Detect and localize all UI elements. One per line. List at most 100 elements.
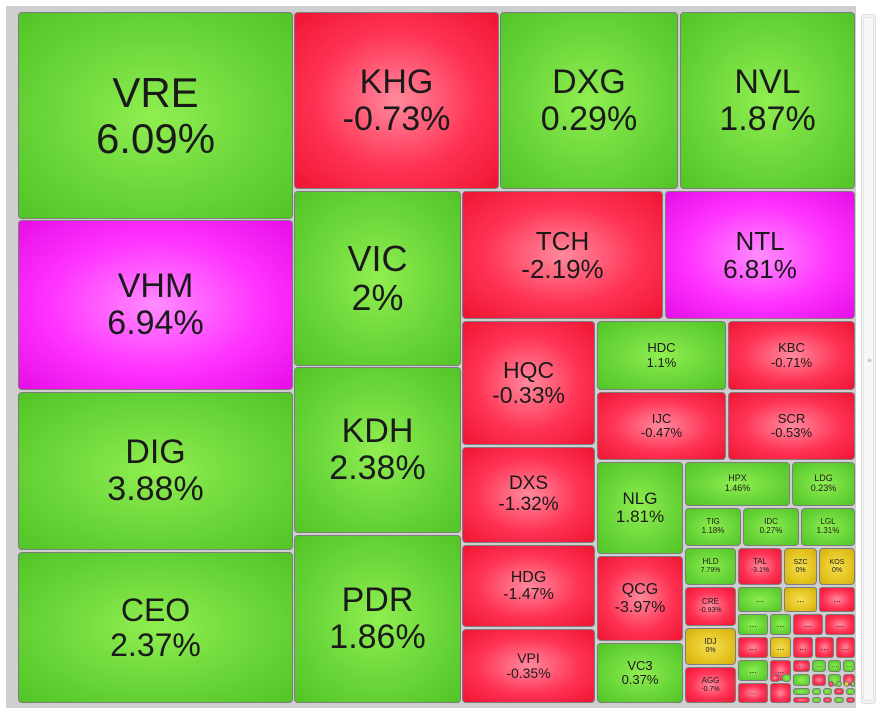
tile-small[interactable]: ... — [812, 660, 826, 672]
tile-small-label: ... — [846, 662, 852, 670]
tile-vpi[interactable]: VPI -0.35% — [462, 629, 595, 703]
tile-symbol: NVL — [734, 62, 801, 101]
tile-small[interactable] — [851, 681, 855, 687]
tile-small[interactable]: ... — [793, 614, 823, 635]
tile-small[interactable]: ... — [770, 637, 791, 658]
tile-ldg[interactable]: LDG 0.23% — [792, 462, 855, 506]
tile-change-percent: -0.53% — [770, 425, 813, 440]
tile-change-percent: -3.97% — [614, 598, 666, 616]
tile-kos[interactable]: KOS 0% — [819, 548, 855, 585]
scrollbar-thumb[interactable]: ≡ — [863, 17, 874, 701]
tile-small[interactable] — [812, 688, 821, 695]
tile-lgl[interactable]: LGL 1.31% — [801, 508, 855, 546]
tile-small[interactable]: ... — [828, 660, 841, 672]
tile-small[interactable] — [828, 681, 834, 687]
tile-small[interactable]: ... — [819, 587, 855, 612]
tile-dxg[interactable]: DXG 0.29% — [500, 12, 678, 189]
tile-vic[interactable]: VIC 2% — [294, 191, 461, 366]
tile-ntl[interactable]: NTL 6.81% — [665, 191, 855, 319]
tile-kbc[interactable]: KBC -0.71% — [728, 321, 855, 390]
tile-khg[interactable]: KHG -0.73% — [294, 12, 499, 189]
tile-small[interactable]: ... — [793, 637, 813, 658]
tile-symbol: IDC — [764, 517, 778, 527]
tile-szc[interactable]: SZC 0% — [784, 548, 817, 585]
tile-hdc[interactable]: HDC 1.1% — [597, 321, 726, 390]
tile-dig[interactable]: DIG 3.88% — [18, 392, 293, 550]
tile-small[interactable] — [834, 688, 844, 695]
tile-change-percent: -2.19% — [521, 254, 604, 284]
tile-small[interactable] — [793, 674, 810, 686]
tile-small[interactable]: ... — [738, 637, 768, 658]
tile-small-label: ... — [796, 593, 805, 604]
tile-small[interactable] — [793, 697, 810, 703]
tile-nlg[interactable]: NLG 1.81% — [597, 462, 683, 554]
tile-scr[interactable]: SCR -0.53% — [728, 392, 855, 460]
tile-small[interactable] — [782, 674, 791, 682]
grip-lines-icon: ≡ — [867, 357, 873, 364]
tile-symbol: HPX — [728, 473, 747, 484]
tile-small[interactable] — [836, 681, 842, 687]
tile-hpx[interactable]: HPX 1.46% — [685, 462, 790, 506]
tile-vre[interactable]: VRE 6.09% — [18, 12, 293, 219]
tile-small[interactable]: ... — [738, 614, 768, 635]
tile-small[interactable] — [770, 674, 780, 682]
tile-symbol: NLG — [622, 488, 658, 508]
tile-symbol: DIG — [125, 433, 186, 472]
tile-small[interactable]: ... — [784, 587, 817, 612]
tile-symbol: TAL — [752, 557, 768, 567]
tile-small[interactable] — [846, 697, 855, 703]
tile-ceo[interactable]: CEO 2.37% — [18, 552, 293, 703]
tile-dxs[interactable]: DXS -1.32% — [462, 447, 595, 543]
tile-small[interactable]: ... — [836, 637, 855, 658]
tile-small[interactable] — [812, 674, 826, 686]
tile-small[interactable]: ... — [793, 660, 810, 672]
tile-small[interactable] — [770, 683, 791, 703]
tile-tch[interactable]: TCH -2.19% — [462, 191, 663, 319]
tile-vhm[interactable]: VHM 6.94% — [18, 220, 293, 390]
tile-small[interactable] — [834, 697, 844, 703]
tile-hdg[interactable]: HDG -1.47% — [462, 545, 595, 627]
tile-nvl[interactable]: NVL 1.87% — [680, 12, 855, 189]
tile-small-label: ... — [833, 593, 841, 604]
tile-change-percent: 1.81% — [615, 507, 665, 526]
tile-small[interactable]: ... — [770, 614, 791, 635]
tile-agg[interactable]: AGG -0.7% — [685, 667, 736, 703]
tile-small[interactable]: ... — [825, 614, 855, 635]
tile-qcg[interactable]: QCG -3.97% — [597, 556, 683, 641]
tile-kdh[interactable]: KDH 2.38% — [294, 367, 461, 533]
tile-cre[interactable]: CRE -0.93% — [685, 587, 736, 626]
tile-small[interactable]: ... — [738, 683, 768, 703]
tile-pdr[interactable]: PDR 1.86% — [294, 535, 461, 703]
tile-small[interactable] — [844, 681, 849, 687]
tile-small[interactable] — [823, 688, 832, 695]
tile-small-label: ... — [749, 618, 757, 629]
tile-symbol: HDG — [510, 568, 547, 586]
tile-small[interactable]: ... — [843, 660, 855, 672]
tile-small[interactable] — [812, 697, 821, 703]
tile-ijc[interactable]: IJC -0.47% — [597, 392, 726, 460]
tile-small[interactable]: ... — [815, 637, 834, 658]
tile-change-percent: 3.88% — [107, 470, 204, 508]
vertical-scrollbar[interactable]: ≡ — [861, 14, 876, 704]
tile-change-percent: -0.71% — [770, 354, 813, 370]
tile-idc[interactable]: IDC 0.27% — [743, 508, 799, 546]
tile-symbol: HLD — [702, 557, 719, 567]
tile-change-percent: 1.86% — [329, 618, 426, 656]
tile-hqc[interactable]: HQC -0.33% — [462, 321, 595, 445]
tile-small[interactable] — [823, 697, 832, 703]
tile-change-percent: 1.1% — [646, 354, 677, 370]
tile-symbol: LDG — [814, 473, 833, 484]
tile-change-percent: -0.73% — [342, 99, 451, 138]
tile-symbol: NTL — [735, 225, 785, 256]
tile-hld[interactable]: HLD 7.79% — [685, 548, 736, 585]
tile-symbol: DXS — [508, 473, 549, 495]
tile-tal[interactable]: TAL -3.1% — [738, 548, 782, 585]
tile-small[interactable] — [793, 688, 810, 695]
tile-idj[interactable]: IDJ 0% — [685, 628, 736, 665]
tile-small[interactable]: ... — [738, 660, 768, 681]
tile-tig[interactable]: TIG 1.18% — [685, 508, 741, 546]
tile-small[interactable]: ... — [738, 587, 782, 612]
tile-vc3[interactable]: VC3 0.37% — [597, 643, 683, 703]
tile-small[interactable] — [846, 688, 855, 695]
tile-change-percent: 1.87% — [719, 99, 816, 138]
